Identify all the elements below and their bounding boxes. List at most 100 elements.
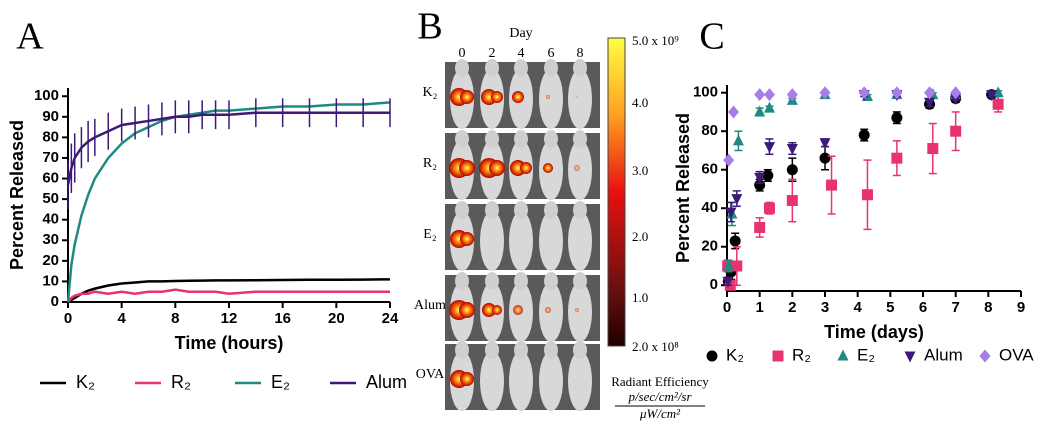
- legend-label: R₂: [171, 372, 191, 392]
- y-tick-label: 20: [42, 252, 59, 269]
- point: [992, 86, 1004, 98]
- x-axis-title: Time (hours): [175, 333, 284, 353]
- point: [891, 86, 903, 100]
- x-tick-label: 4: [117, 310, 126, 327]
- mouse: [539, 69, 563, 129]
- y-tick-label: 20: [701, 238, 718, 255]
- signal: [543, 163, 553, 173]
- x-tick-label: 8: [984, 299, 992, 316]
- mouse: [539, 351, 563, 411]
- legend-label: OVA: [999, 345, 1034, 364]
- y-tick-label: 50: [42, 190, 59, 207]
- y-tick-label: 60: [701, 161, 718, 178]
- mouse-head: [544, 59, 558, 77]
- legend-label: K₂: [726, 345, 744, 364]
- point: [819, 152, 831, 164]
- signal: [460, 372, 474, 386]
- signal: [520, 162, 532, 174]
- y-tick-label: 100: [693, 84, 718, 101]
- mouse-head: [573, 59, 587, 77]
- x-tick-label: 2: [788, 299, 796, 316]
- y-axis-title: Percent Released: [673, 113, 693, 263]
- mouse: [509, 351, 533, 411]
- mouse-head: [514, 59, 528, 77]
- day-label: 0: [459, 46, 466, 61]
- imaging-panel: B Day Radiant Efficiency p/sec/cm²/sr μW…: [417, 6, 709, 421]
- point: [924, 86, 936, 100]
- legend-label: Alum: [924, 345, 963, 364]
- point: [950, 93, 962, 105]
- legend-swatch: [979, 349, 991, 363]
- y-tick-label: 40: [701, 199, 718, 216]
- colorbar-unit-numerator: p/sec/cm²/sr: [627, 389, 692, 404]
- line: [66, 111, 390, 185]
- mouse: [568, 351, 592, 411]
- mouse-head: [514, 130, 528, 148]
- signal: [489, 160, 505, 176]
- point: [763, 88, 775, 102]
- point: [786, 144, 798, 156]
- signal: [491, 91, 503, 103]
- mouse: [480, 211, 504, 271]
- signal: [545, 307, 551, 313]
- point: [731, 194, 743, 206]
- mouse: [539, 211, 563, 271]
- point: [723, 153, 735, 167]
- signal: [460, 90, 474, 104]
- point: [754, 179, 766, 191]
- x-tick-label: 24: [382, 310, 399, 327]
- colorbar-label: 5.0 x 10⁹: [632, 33, 679, 48]
- point: [950, 86, 962, 100]
- point: [992, 98, 1004, 110]
- point: [786, 195, 798, 207]
- point: [725, 207, 737, 219]
- point: [861, 189, 873, 201]
- mouse-head: [455, 341, 469, 359]
- mouse-head: [455, 272, 469, 290]
- group-label: K₂: [423, 85, 438, 100]
- point: [819, 138, 831, 150]
- y-tick-label: 80: [42, 128, 59, 145]
- x-tick-label: 20: [328, 310, 345, 327]
- point: [950, 125, 962, 137]
- y-tick-label: 0: [51, 293, 59, 310]
- point: [729, 235, 741, 247]
- mouse-head: [485, 59, 499, 77]
- mouse: [509, 211, 533, 271]
- mouse-head: [514, 341, 528, 359]
- signal: [574, 165, 580, 171]
- y-tick-label: 10: [42, 272, 59, 289]
- point: [858, 86, 870, 100]
- group-label: Alum: [414, 298, 446, 313]
- mouse-head: [485, 201, 499, 219]
- point: [754, 172, 766, 184]
- x-tick-label: 6: [919, 299, 927, 316]
- mouse: [568, 69, 592, 129]
- x-tick-label: 1: [755, 299, 763, 316]
- colorbar-unit-denominator: μW/cm²: [639, 406, 681, 421]
- mouse-head: [485, 130, 499, 148]
- day-label: 6: [548, 46, 555, 61]
- legend-swatch: [772, 350, 784, 362]
- mouse: [539, 282, 563, 342]
- signal: [512, 91, 524, 103]
- legend-swatch: [706, 350, 718, 362]
- mouse: [568, 211, 592, 271]
- x-tick-label: 0: [723, 299, 731, 316]
- point: [786, 88, 798, 102]
- point: [858, 129, 870, 141]
- line: [67, 288, 390, 303]
- day-title: Day: [509, 26, 532, 41]
- point: [986, 90, 998, 102]
- mouse: [568, 140, 592, 200]
- point: [924, 97, 936, 109]
- mouse-head: [485, 341, 499, 359]
- x-tick-label: 0: [64, 310, 72, 327]
- point: [723, 259, 735, 271]
- point: [891, 152, 903, 164]
- x-tick-label: 9: [1017, 299, 1025, 316]
- signal: [546, 95, 550, 99]
- mouse-head: [514, 201, 528, 219]
- colorbar-label: 2.0: [632, 229, 648, 244]
- signal: [576, 96, 578, 98]
